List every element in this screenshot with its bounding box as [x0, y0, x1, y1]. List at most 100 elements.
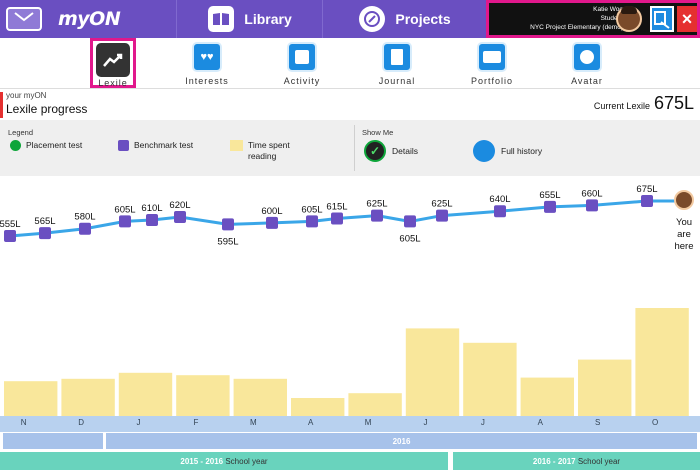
you-are-here-text: You: [676, 217, 692, 228]
lexile-label: 555L: [0, 219, 21, 230]
time-spent-swatch-icon: [230, 140, 243, 151]
time-spent-bar: [4, 381, 58, 416]
section-kicker: your myON: [6, 91, 47, 100]
myon-logo[interactable]: myON: [6, 3, 121, 35]
hearts-icon: ♥♥: [192, 42, 222, 72]
benchmark-marker: [436, 209, 448, 222]
tab-avatar[interactable]: Avatar: [547, 38, 627, 88]
show-me-title: Show Me: [362, 128, 394, 137]
current-lexile-label: Current Lexile: [593, 101, 650, 111]
month-label: D: [78, 418, 84, 427]
time-spent-bar: [635, 308, 689, 416]
legend-time-spent: Time spent reading: [230, 140, 290, 162]
school-year-suffix: School year: [577, 456, 621, 466]
year-axis: 2016: [0, 432, 700, 450]
legend-time-line1: Time spent: [248, 140, 290, 150]
lexile-label: 605L: [301, 204, 322, 215]
lexile-label: 615L: [326, 202, 347, 213]
month-label: M: [249, 418, 257, 427]
time-spent-bar: [61, 378, 115, 416]
details-toggle[interactable]: ✓ Details: [364, 140, 418, 162]
details-label: Details: [392, 145, 418, 156]
tab-label: Portfolio: [470, 76, 514, 86]
month-label: A: [308, 418, 314, 427]
time-spent-bar: [348, 393, 402, 416]
exit-icon[interactable]: [650, 6, 674, 32]
benchmark-marker: [79, 222, 91, 235]
tab-label: Journal: [378, 76, 416, 86]
book-icon: [208, 6, 235, 32]
time-spent-bar: [520, 377, 574, 416]
benchmark-marker: [266, 216, 278, 229]
benchmark-marker: [404, 215, 416, 228]
benchmark-marker: [494, 205, 506, 218]
you-are-here-text: here: [674, 241, 693, 252]
brand-name: myON: [58, 8, 121, 30]
time-spent-bar: [463, 342, 517, 416]
benchmark-marker: [174, 211, 186, 224]
month-label: N: [20, 418, 27, 427]
lexile-label: 600L: [261, 206, 282, 217]
school-year-range: 2015 - 2016: [180, 456, 224, 466]
user-panel: Katie Woo Student NYC Project Elementary…: [486, 0, 700, 38]
lexile-label: 610L: [141, 203, 162, 214]
lexile-label: 595L: [217, 236, 238, 247]
tab-lexile[interactable]: Lexile: [90, 38, 136, 88]
full-history-toggle[interactable]: Full history: [473, 140, 542, 162]
tab-label: Lexile: [98, 78, 128, 88]
legend-time-line2: reading: [248, 151, 277, 161]
journal-icon: [382, 42, 412, 72]
legend-panel: Legend Placement test Benchmark test Tim…: [0, 120, 700, 176]
benchmark-marker: [586, 199, 598, 212]
time-spent-bar: [405, 328, 460, 416]
check-icon: ✓: [364, 140, 386, 162]
tab-label: Interests: [185, 76, 229, 86]
projects-label: Projects: [395, 11, 451, 27]
month-label: J: [480, 418, 485, 427]
you-are-here-text: are: [677, 229, 691, 240]
school-year-suffix: School year: [225, 456, 268, 466]
tab-label: Avatar: [571, 76, 603, 86]
benchmark-marker: [119, 215, 131, 228]
lexile-label: 675L: [636, 184, 657, 195]
current-lexile-value: 675L: [653, 93, 694, 113]
lexile-chart: 555L 565L 580L 605L 610L 620L 595L 600L 605L 615L…: [0, 184, 694, 416]
folder-icon: [477, 42, 507, 72]
benchmark-marker: [146, 213, 158, 226]
time-spent-bar: [233, 378, 287, 416]
tab-activity[interactable]: Activity: [262, 38, 342, 88]
school-year-2016-2017: 2016 - 2017 School year: [453, 452, 700, 470]
benchmark-marker: [371, 209, 383, 222]
month-label: M: [364, 418, 372, 427]
envelope-icon: [6, 7, 42, 31]
tab-journal[interactable]: Journal: [357, 38, 437, 88]
tab-portfolio[interactable]: Portfolio: [452, 38, 532, 88]
page-title: Lexile progress: [6, 102, 88, 116]
year-segment-prev: [3, 433, 103, 449]
lexile-label: 655L: [539, 190, 560, 201]
legend-title: Legend: [8, 128, 34, 137]
projects-button[interactable]: Projects: [322, 0, 487, 38]
benchmark-marker: [222, 218, 234, 231]
user-avatar[interactable]: [616, 6, 642, 32]
lexile-label: 640L: [489, 194, 510, 205]
legend-benchmark: Benchmark test: [118, 140, 193, 151]
library-label: Library: [244, 11, 292, 27]
benchmark-marker: [306, 215, 318, 228]
full-history-label: Full history: [501, 145, 543, 156]
placement-dot-icon: [10, 140, 21, 151]
legend-benchmark-label: Benchmark test: [134, 140, 194, 150]
lexile-label: 605L: [114, 204, 135, 215]
lexile-label: 565L: [34, 216, 55, 227]
close-icon[interactable]: ×: [677, 6, 697, 32]
benchmark-square-icon: [118, 140, 129, 151]
library-button[interactable]: Library: [176, 0, 323, 38]
tab-interests[interactable]: ♥♥ Interests: [167, 38, 247, 88]
month-label: A: [537, 418, 543, 427]
benchmark-marker: [331, 212, 343, 225]
lexile-label: 625L: [366, 199, 387, 210]
month-label: J: [136, 418, 141, 427]
school-year-axis: 2015 - 2016 School year 2016 - 2017 Scho…: [0, 452, 700, 470]
tab-label: Activity: [283, 76, 321, 86]
you-are-here-avatar: [674, 190, 694, 210]
